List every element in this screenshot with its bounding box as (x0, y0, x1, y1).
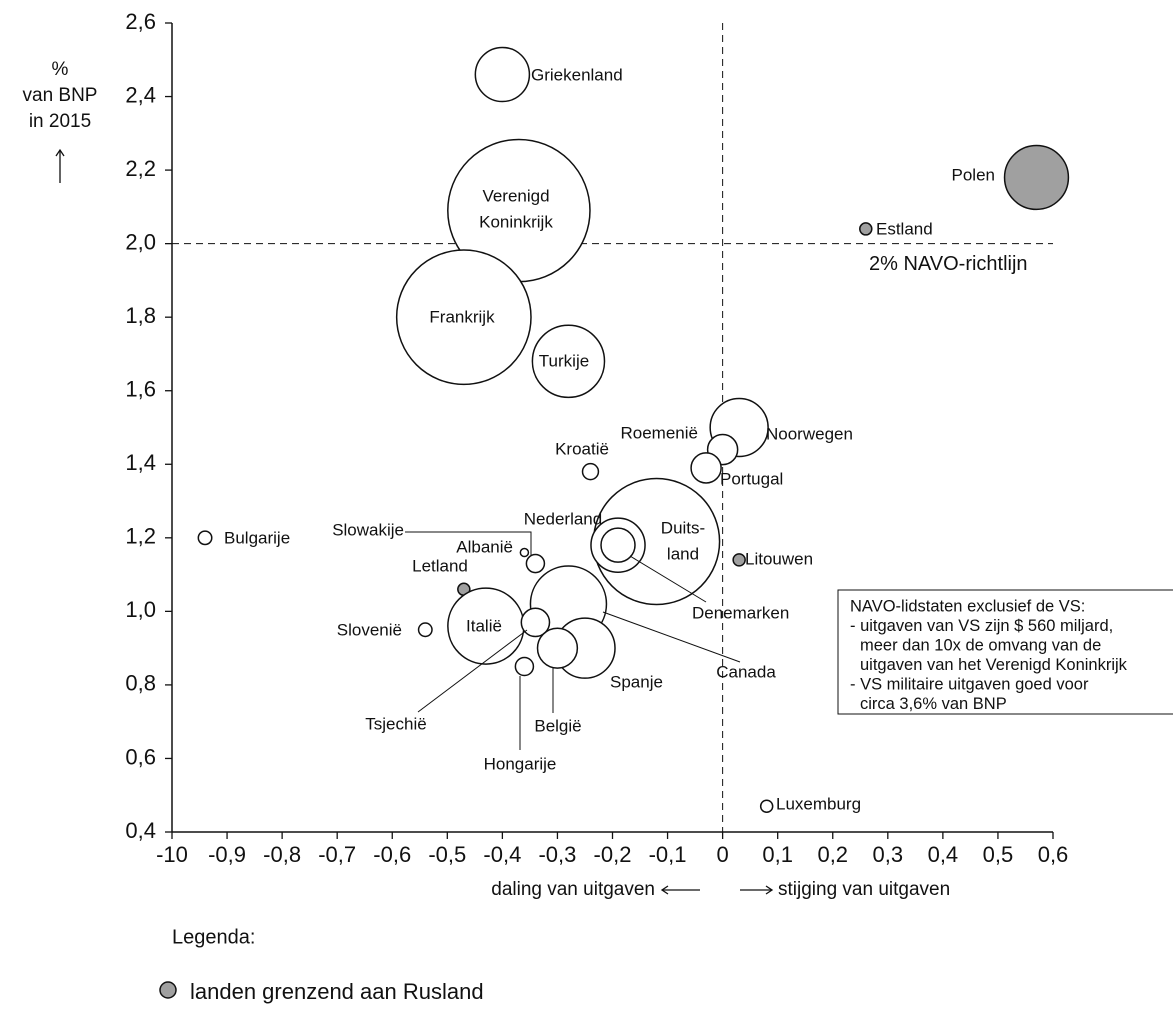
arrow-head (660, 885, 669, 895)
x-tick-label: 0,3 (873, 842, 904, 867)
point-label: Italië (466, 616, 502, 635)
leader-line (417, 629, 528, 713)
note-line: circa 3,6% van BNP (860, 695, 1007, 713)
leader-line (602, 611, 741, 663)
point-label: Luxemburg (776, 794, 861, 813)
bubble (732, 553, 746, 567)
note-box (837, 589, 1173, 715)
leader-line (629, 555, 707, 603)
point-label: Roemenië (621, 423, 699, 442)
y-tick-label: 2,6 (125, 9, 156, 34)
point-label: Denemarken (692, 603, 789, 622)
note-line: - uitgaven van VS zijn $ 560 miljard, (850, 617, 1113, 635)
point-label: Nederland (524, 509, 602, 528)
y-tick-label: 1,8 (125, 303, 156, 328)
y-tick-label: 2,4 (125, 82, 156, 107)
legend-title: Legenda: (172, 926, 255, 948)
x-tick-label: 0,5 (983, 842, 1014, 867)
point-label: Frankrijk (429, 307, 495, 326)
y-tick-label: 1,4 (125, 450, 156, 475)
point-label: Albanië (456, 537, 513, 556)
y-tick-label: 1,2 (125, 524, 156, 549)
point-label: land (667, 544, 699, 563)
bubble (520, 607, 551, 638)
point-label: Polen (952, 165, 995, 184)
note-line: uitgaven van het Verenigd Koninkrijk (860, 656, 1128, 674)
bubble (474, 46, 531, 103)
x-tick-label: -0,4 (483, 842, 521, 867)
note-line: meer dan 10x de omvang van de (860, 636, 1101, 654)
note-line: - VS militaire uitgaven goed voor (850, 675, 1089, 693)
bubble (519, 547, 530, 558)
bubble (759, 799, 774, 814)
point-label: Portugal (720, 469, 783, 488)
point-label: Hongarije (484, 754, 557, 773)
x-tick-label: -0,7 (318, 842, 356, 867)
bubble (531, 324, 606, 399)
y-tick-label: 2,0 (125, 229, 156, 254)
y-tick-label: 1,6 (125, 377, 156, 402)
arrow-head (765, 885, 774, 895)
y-axis-label: % (52, 59, 69, 80)
y-tick-label: 2,2 (125, 156, 156, 181)
arrow-head (55, 148, 65, 157)
x-tick-label: 0,4 (928, 842, 959, 867)
point-label: Litouwen (745, 549, 813, 568)
x-tick-label: -0,6 (373, 842, 411, 867)
bubble (536, 627, 579, 669)
x-tick-label: 0 (717, 842, 729, 867)
bubble (690, 452, 722, 484)
x-tick-label: -0,9 (208, 842, 246, 867)
bubble (525, 553, 546, 574)
y-tick-label: 1,0 (125, 597, 156, 622)
bubble (859, 222, 873, 236)
x-label-left: daling van uitgaven (491, 879, 655, 900)
point-label: België (534, 716, 581, 735)
x-tick-label: 0,6 (1038, 842, 1069, 867)
legend-label: landen grenzend aan Rusland (190, 979, 484, 1004)
x-tick-label: 0,1 (762, 842, 793, 867)
point-label: Canada (716, 662, 776, 681)
reference-label: 2% NAVO-richtlijn (869, 253, 1028, 275)
legend-swatch (159, 981, 177, 999)
point-label: Tsjechië (365, 714, 426, 733)
point-label: Slowakije (332, 520, 404, 539)
note-line: NAVO-lidstaten exclusief de VS: (850, 597, 1085, 615)
y-axis-label: in 2015 (29, 111, 91, 132)
point-label: Bulgarije (224, 528, 290, 547)
point-label: Griekenland (531, 65, 623, 84)
x-tick-label: 0,2 (817, 842, 848, 867)
bubble (197, 530, 213, 546)
point-label: Noorwegen (766, 424, 853, 443)
point-label: Duits- (661, 518, 705, 537)
point-label: Turkije (539, 351, 589, 370)
point-label: Estland (876, 219, 933, 238)
point-label: Slovenië (337, 620, 402, 639)
point-label: Letland (412, 556, 468, 575)
y-axis-label: van BNP (23, 85, 98, 106)
x-tick-label: -0,5 (428, 842, 466, 867)
x-tick-label: -0,3 (538, 842, 576, 867)
bubble (395, 249, 532, 386)
x-label-right: stijging van uitgaven (778, 879, 950, 900)
y-tick-label: 0,8 (125, 671, 156, 696)
y-tick-label: 0,4 (125, 818, 156, 843)
x-tick-label: -10 (156, 842, 188, 867)
point-label: Spanje (610, 672, 663, 691)
x-tick-label: -0,1 (649, 842, 687, 867)
bubble (417, 622, 433, 638)
bubble (581, 462, 600, 481)
x-tick-label: -0,2 (594, 842, 632, 867)
point-label: Koninkrijk (479, 212, 553, 231)
point-label: Verenigd (482, 186, 549, 205)
bubble (514, 656, 535, 677)
y-tick-label: 0,6 (125, 744, 156, 769)
x-tick-label: -0,8 (263, 842, 301, 867)
point-label: Kroatië (555, 439, 609, 458)
bubble (1003, 144, 1070, 211)
leader-line (405, 531, 532, 556)
bubble (600, 527, 636, 563)
